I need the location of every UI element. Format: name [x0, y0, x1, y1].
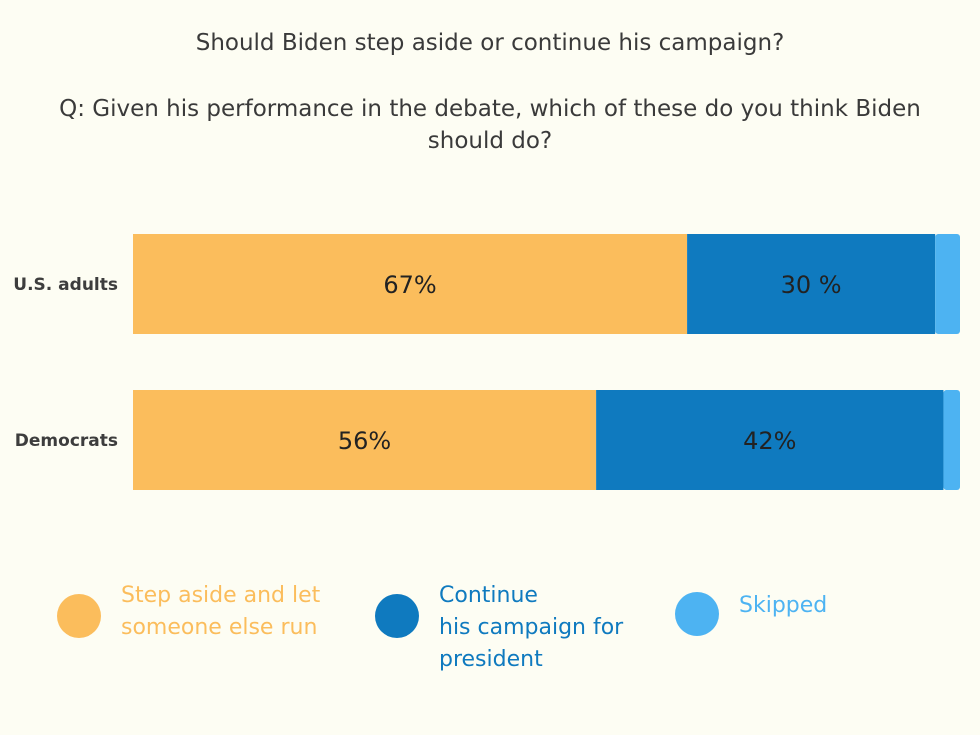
chart-legend: Step aside and let someone else run Cont… — [0, 580, 980, 690]
survey-question: Q: Given his performance in the debate, … — [59, 96, 921, 154]
legend-label-step-aside: Step aside and let someone else run — [121, 583, 321, 640]
bar-segment-continue — [596, 390, 944, 490]
bar-segment-skipped — [935, 234, 960, 334]
legend-label-skipped: Skipped — [739, 593, 828, 618]
bar-segment-continue — [687, 234, 936, 334]
data-label-step-aside: 67% — [383, 271, 436, 299]
bar-segment-step-aside — [133, 390, 597, 490]
bar-segment-step-aside — [133, 234, 688, 334]
bar-segment-skipped — [943, 390, 960, 490]
category-label: U.S. adults — [13, 275, 118, 295]
data-label-step-aside: 56% — [338, 427, 391, 455]
category-label: Democrats — [15, 431, 118, 451]
legend-swatch-continue — [375, 594, 419, 638]
stacked-bar-chart: U.S. adults 67% 30 % Democrats 56% 42% — [13, 234, 960, 490]
legend-swatch-skipped — [675, 592, 719, 636]
legend-item-continue: Continue his campaign for president — [375, 580, 623, 676]
data-label-continue: 42% — [743, 427, 796, 455]
legend-swatch-step-aside — [57, 594, 101, 638]
legend-label-continue: Continue his campaign for president — [439, 583, 624, 672]
legend-item-skipped: Skipped — [675, 590, 827, 636]
chart-title: Should Biden step aside or continue his … — [195, 30, 785, 56]
legend-item-step-aside: Step aside and let someone else run — [57, 580, 320, 644]
data-label-continue: 30 % — [781, 271, 842, 299]
